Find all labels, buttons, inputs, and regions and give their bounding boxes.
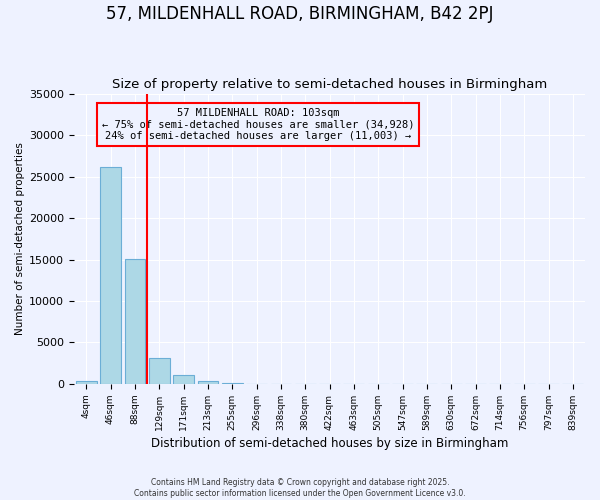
Bar <box>222 382 242 384</box>
Bar <box>197 381 218 384</box>
Y-axis label: Number of semi-detached properties: Number of semi-detached properties <box>15 142 25 335</box>
Title: Size of property relative to semi-detached houses in Birmingham: Size of property relative to semi-detach… <box>112 78 547 91</box>
Text: 57 MILDENHALL ROAD: 103sqm
← 75% of semi-detached houses are smaller (34,928)
24: 57 MILDENHALL ROAD: 103sqm ← 75% of semi… <box>102 108 414 142</box>
Text: 57, MILDENHALL ROAD, BIRMINGHAM, B42 2PJ: 57, MILDENHALL ROAD, BIRMINGHAM, B42 2PJ <box>106 5 494 23</box>
Bar <box>125 258 145 384</box>
Bar <box>173 375 194 384</box>
Bar <box>100 168 121 384</box>
Bar <box>149 358 170 384</box>
X-axis label: Distribution of semi-detached houses by size in Birmingham: Distribution of semi-detached houses by … <box>151 437 508 450</box>
Text: Contains HM Land Registry data © Crown copyright and database right 2025.
Contai: Contains HM Land Registry data © Crown c… <box>134 478 466 498</box>
Bar <box>76 381 97 384</box>
